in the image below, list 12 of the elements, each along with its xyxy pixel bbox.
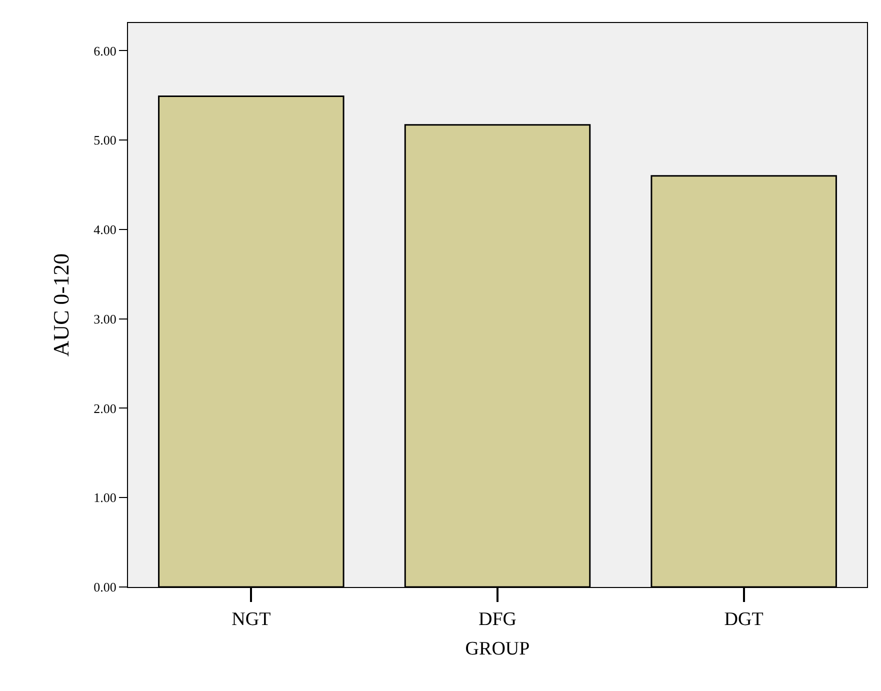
y-tick-label: 6.00 <box>94 43 116 58</box>
x-axis-title: GROUP <box>465 638 530 660</box>
y-tick-label: 5.00 <box>94 132 116 148</box>
x-tick-label: NGT <box>232 608 272 630</box>
y-axis-title: AUC 0-120 <box>48 253 74 357</box>
y-tick-label: 0.00 <box>94 580 116 595</box>
y-tick-label: 2.00 <box>94 400 116 416</box>
y-tick-label: 3.00 <box>94 311 116 326</box>
x-tick-label: DFG <box>478 608 517 630</box>
x-tick-label: DGT <box>724 608 764 630</box>
y-tick-label: 4.00 <box>94 222 116 238</box>
y-tick-label: 1.00 <box>94 490 116 506</box>
